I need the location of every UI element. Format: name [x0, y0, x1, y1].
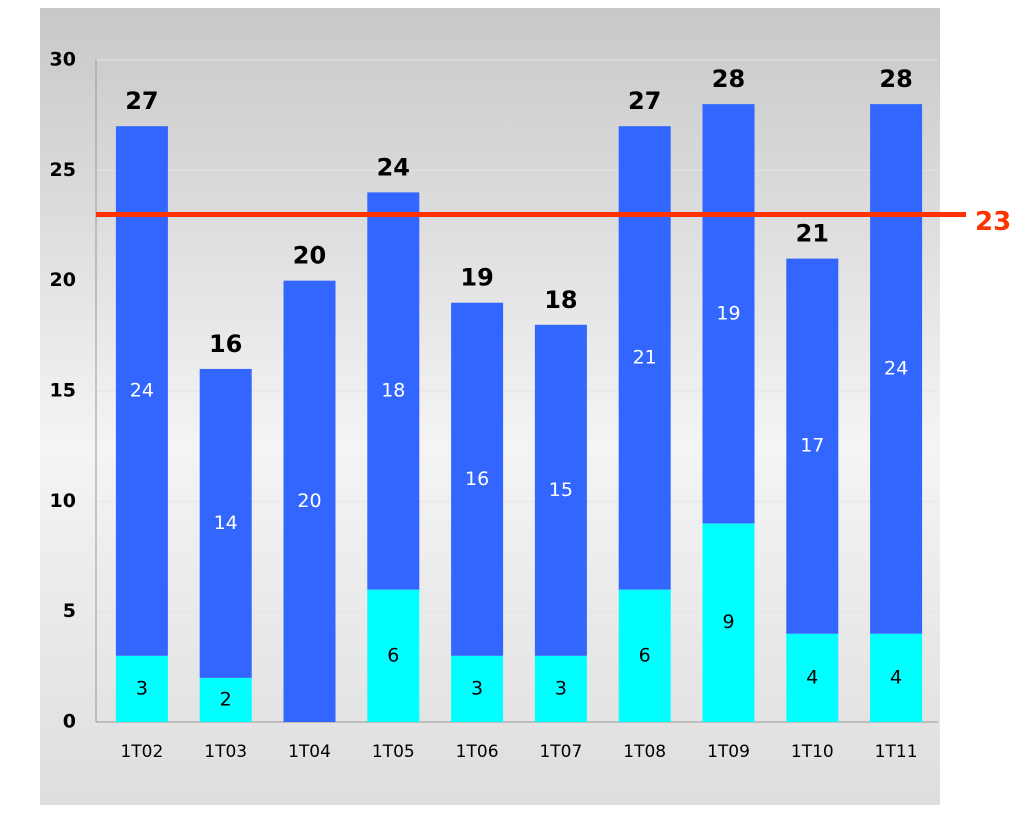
data-label: 15 [549, 479, 573, 501]
data-label: 14 [214, 512, 238, 534]
data-label: 24 [884, 357, 908, 379]
data-label: 6 [639, 644, 651, 666]
data-label: 16 [465, 468, 489, 490]
data-label: 24 [130, 380, 154, 402]
x-tick-label: 1T04 [288, 742, 331, 762]
reference-label: 23 [975, 207, 1011, 237]
bar-segment [870, 633, 923, 722]
bar-segment [702, 104, 755, 524]
bar-segment [451, 302, 504, 656]
x-tick-label: 1T09 [707, 742, 750, 762]
y-tick-label: 30 [50, 49, 76, 71]
y-tick-label: 20 [50, 269, 76, 291]
data-label: 19 [716, 302, 740, 324]
bar-segment [283, 280, 336, 722]
data-label: 4 [806, 666, 818, 688]
x-tick-label: 1T02 [120, 742, 163, 762]
total-label: 24 [377, 153, 410, 181]
y-tick-label: 0 [63, 711, 76, 733]
x-tick-label: 1T10 [791, 742, 834, 762]
data-label: 3 [555, 677, 567, 699]
bar-segment [534, 324, 587, 656]
data-label: 2 [220, 688, 232, 710]
data-label: 17 [800, 435, 824, 457]
x-tick-label: 1T03 [204, 742, 247, 762]
bar-segment [199, 677, 252, 722]
total-label: 28 [712, 65, 745, 93]
total-label: 20 [293, 242, 326, 270]
total-label: 27 [125, 87, 158, 115]
bar-segment [786, 258, 839, 634]
total-label: 16 [209, 330, 242, 358]
data-label: 21 [633, 346, 657, 368]
bar-segment [786, 633, 839, 722]
data-label: 20 [297, 490, 321, 512]
x-tick-label: 1T07 [539, 742, 582, 762]
data-label: 4 [890, 666, 902, 688]
total-label: 18 [544, 286, 577, 314]
x-tick-label: 1T06 [456, 742, 499, 762]
bar-segment [870, 104, 923, 634]
bar-segment [199, 368, 252, 678]
y-tick-label: 25 [50, 159, 76, 181]
bar-segment [702, 523, 755, 722]
x-tick-label: 1T11 [875, 742, 918, 762]
y-tick-label: 10 [50, 490, 76, 512]
data-label: 18 [381, 380, 405, 402]
bar-segment [618, 126, 671, 590]
x-tick-label: 1T08 [623, 742, 666, 762]
y-tick-label: 5 [63, 600, 76, 622]
total-label: 27 [628, 87, 661, 115]
data-label: 3 [471, 677, 483, 699]
bar-segment [367, 192, 420, 590]
data-label: 3 [136, 677, 148, 699]
data-label: 9 [722, 611, 734, 633]
x-tick-label: 1T05 [372, 742, 415, 762]
total-label: 19 [460, 264, 493, 292]
bar-segment [115, 655, 168, 722]
bar-segment [618, 589, 671, 722]
bar-segment [367, 589, 420, 722]
bar-segment [451, 655, 504, 722]
total-label: 21 [796, 220, 829, 248]
y-tick-label: 15 [50, 380, 76, 402]
total-label: 28 [879, 65, 912, 93]
bar-segment [534, 655, 587, 722]
data-label: 6 [387, 644, 399, 666]
